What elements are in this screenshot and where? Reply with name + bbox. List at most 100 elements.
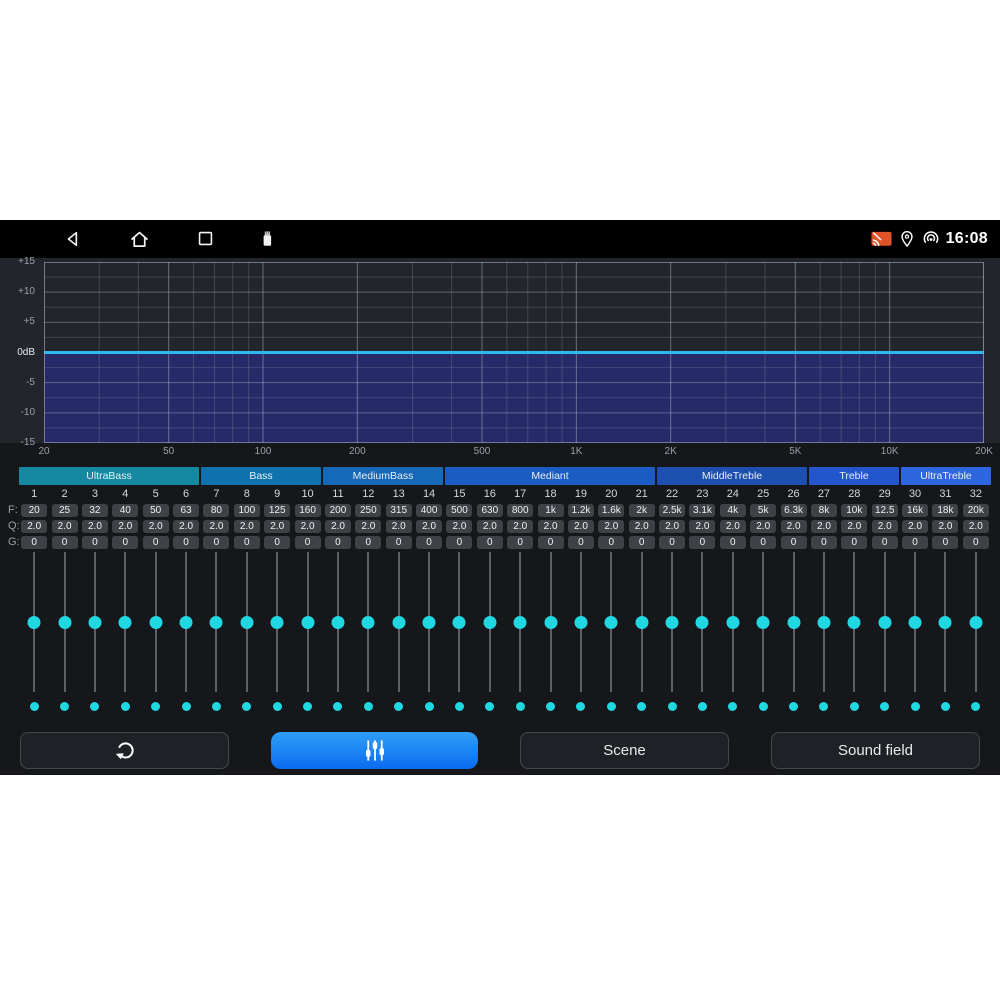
q-value-ch28[interactable]: 2.0 bbox=[841, 519, 868, 533]
f-value-ch20[interactable]: 1.6k bbox=[598, 503, 625, 517]
f-value-ch8[interactable]: 100 bbox=[233, 503, 260, 517]
gain-slider-ch21[interactable] bbox=[627, 552, 657, 692]
f-value-ch32[interactable]: 20k bbox=[962, 503, 989, 517]
g-value-ch4[interactable]: 0 bbox=[112, 535, 139, 549]
g-value-ch28[interactable]: 0 bbox=[841, 535, 868, 549]
gain-slider-ch22[interactable] bbox=[657, 552, 687, 692]
q-value-ch8[interactable]: 2.0 bbox=[233, 519, 260, 533]
g-value-ch12[interactable]: 0 bbox=[355, 535, 382, 549]
g-value-ch8[interactable]: 0 bbox=[233, 535, 260, 549]
g-value-ch3[interactable]: 0 bbox=[81, 535, 108, 549]
gain-slider-ch1[interactable] bbox=[19, 552, 49, 692]
q-value-ch25[interactable]: 2.0 bbox=[750, 519, 777, 533]
slider-knob-ch13[interactable] bbox=[392, 615, 406, 629]
q-value-ch11[interactable]: 2.0 bbox=[324, 519, 351, 533]
gain-slider-ch14[interactable] bbox=[414, 552, 444, 692]
gain-slider-ch20[interactable] bbox=[596, 552, 626, 692]
q-value-ch10[interactable]: 2.0 bbox=[294, 519, 321, 533]
q-value-ch15[interactable]: 2.0 bbox=[446, 519, 473, 533]
g-value-ch5[interactable]: 0 bbox=[142, 535, 169, 549]
gain-slider-ch29[interactable] bbox=[870, 552, 900, 692]
q-value-ch9[interactable]: 2.0 bbox=[264, 519, 291, 533]
q-value-ch6[interactable]: 2.0 bbox=[173, 519, 200, 533]
f-value-ch2[interactable]: 25 bbox=[51, 503, 78, 517]
g-value-ch6[interactable]: 0 bbox=[173, 535, 200, 549]
slider-knob-ch26[interactable] bbox=[787, 615, 801, 629]
q-value-ch1[interactable]: 2.0 bbox=[21, 519, 48, 533]
q-value-ch19[interactable]: 2.0 bbox=[567, 519, 594, 533]
gain-slider-ch3[interactable] bbox=[80, 552, 110, 692]
gain-slider-ch5[interactable] bbox=[141, 552, 171, 692]
gain-slider-ch26[interactable] bbox=[778, 552, 808, 692]
g-value-ch29[interactable]: 0 bbox=[871, 535, 898, 549]
gain-slider-ch23[interactable] bbox=[687, 552, 717, 692]
g-value-ch14[interactable]: 0 bbox=[416, 535, 443, 549]
gain-slider-ch8[interactable] bbox=[232, 552, 262, 692]
slider-knob-ch16[interactable] bbox=[483, 615, 497, 629]
slider-knob-ch10[interactable] bbox=[301, 615, 315, 629]
f-value-ch29[interactable]: 12.5 bbox=[871, 503, 898, 517]
slider-knob-ch1[interactable] bbox=[27, 615, 41, 629]
gain-slider-ch13[interactable] bbox=[384, 552, 414, 692]
f-value-ch26[interactable]: 6.3k bbox=[780, 503, 807, 517]
q-value-ch22[interactable]: 2.0 bbox=[659, 519, 686, 533]
f-value-ch18[interactable]: 1k bbox=[537, 503, 564, 517]
q-value-ch3[interactable]: 2.0 bbox=[81, 519, 108, 533]
slider-knob-ch7[interactable] bbox=[209, 615, 223, 629]
g-value-ch10[interactable]: 0 bbox=[294, 535, 321, 549]
back-icon[interactable] bbox=[63, 229, 83, 249]
gain-slider-ch6[interactable] bbox=[171, 552, 201, 692]
gain-slider-ch12[interactable] bbox=[353, 552, 383, 692]
g-value-ch7[interactable]: 0 bbox=[203, 535, 230, 549]
sound-field-button[interactable]: Sound field bbox=[771, 732, 980, 769]
g-value-ch16[interactable]: 0 bbox=[476, 535, 503, 549]
f-value-ch27[interactable]: 8k bbox=[810, 503, 837, 517]
slider-knob-ch8[interactable] bbox=[240, 615, 254, 629]
gain-slider-ch10[interactable] bbox=[292, 552, 322, 692]
scene-button[interactable]: Scene bbox=[520, 732, 729, 769]
slider-knob-ch28[interactable] bbox=[847, 615, 861, 629]
slider-knob-ch29[interactable] bbox=[878, 615, 892, 629]
f-value-ch21[interactable]: 2k bbox=[628, 503, 655, 517]
slider-knob-ch23[interactable] bbox=[695, 615, 709, 629]
slider-knob-ch24[interactable] bbox=[726, 615, 740, 629]
f-value-ch24[interactable]: 4k bbox=[719, 503, 746, 517]
gain-slider-ch32[interactable] bbox=[961, 552, 991, 692]
slider-knob-ch32[interactable] bbox=[969, 615, 983, 629]
g-value-ch32[interactable]: 0 bbox=[962, 535, 989, 549]
q-value-ch14[interactable]: 2.0 bbox=[416, 519, 443, 533]
q-value-ch4[interactable]: 2.0 bbox=[112, 519, 139, 533]
gain-slider-ch17[interactable] bbox=[505, 552, 535, 692]
slider-knob-ch31[interactable] bbox=[938, 615, 952, 629]
f-value-ch9[interactable]: 125 bbox=[264, 503, 291, 517]
slider-knob-ch14[interactable] bbox=[422, 615, 436, 629]
g-value-ch19[interactable]: 0 bbox=[567, 535, 594, 549]
g-value-ch20[interactable]: 0 bbox=[598, 535, 625, 549]
usb-icon[interactable] bbox=[258, 229, 276, 249]
f-value-ch10[interactable]: 160 bbox=[294, 503, 321, 517]
f-value-ch4[interactable]: 40 bbox=[112, 503, 139, 517]
f-value-ch19[interactable]: 1.2k bbox=[567, 503, 594, 517]
q-value-ch20[interactable]: 2.0 bbox=[598, 519, 625, 533]
f-value-ch6[interactable]: 63 bbox=[173, 503, 200, 517]
q-value-ch23[interactable]: 2.0 bbox=[689, 519, 716, 533]
gain-slider-ch11[interactable] bbox=[323, 552, 353, 692]
g-value-ch11[interactable]: 0 bbox=[324, 535, 351, 549]
reset-button[interactable] bbox=[20, 732, 229, 769]
f-value-ch22[interactable]: 2.5k bbox=[659, 503, 686, 517]
g-value-ch18[interactable]: 0 bbox=[537, 535, 564, 549]
slider-knob-ch5[interactable] bbox=[149, 615, 163, 629]
q-value-ch32[interactable]: 2.0 bbox=[962, 519, 989, 533]
g-value-ch24[interactable]: 0 bbox=[719, 535, 746, 549]
f-value-ch7[interactable]: 80 bbox=[203, 503, 230, 517]
slider-knob-ch2[interactable] bbox=[58, 615, 72, 629]
gain-slider-ch19[interactable] bbox=[566, 552, 596, 692]
gain-slider-ch9[interactable] bbox=[262, 552, 292, 692]
g-value-ch1[interactable]: 0 bbox=[21, 535, 48, 549]
q-value-ch31[interactable]: 2.0 bbox=[932, 519, 959, 533]
slider-knob-ch17[interactable] bbox=[513, 615, 527, 629]
g-value-ch25[interactable]: 0 bbox=[750, 535, 777, 549]
q-value-ch16[interactable]: 2.0 bbox=[476, 519, 503, 533]
q-value-ch2[interactable]: 2.0 bbox=[51, 519, 78, 533]
g-value-ch26[interactable]: 0 bbox=[780, 535, 807, 549]
